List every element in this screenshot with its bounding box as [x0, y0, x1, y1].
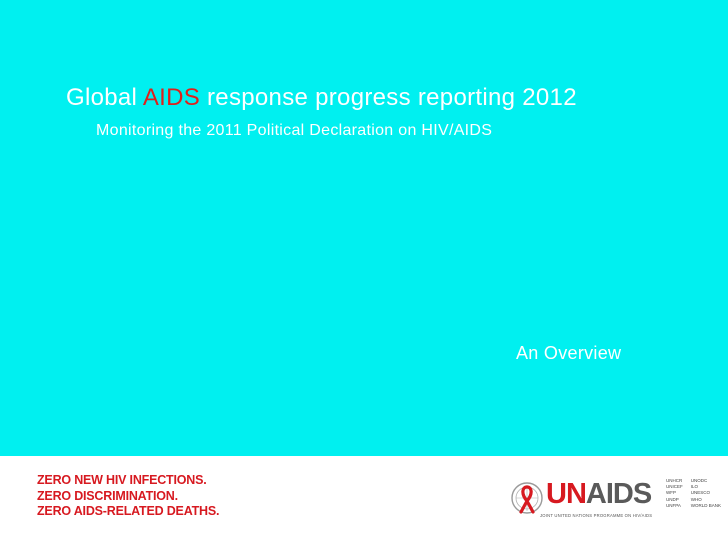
cosponsor-item: UNDP — [666, 496, 679, 502]
brand-un: UN — [546, 478, 587, 510]
footer-bar — [0, 456, 728, 546]
brand-name: UNAIDS — [546, 478, 652, 510]
cosponsor-item: UNODC — [690, 478, 708, 483]
slogan-line: ZERO NEW HIV INFECTIONS. — [37, 473, 207, 487]
overview-label: An Overview — [516, 343, 622, 363]
slogan-line: ZERO AIDS-RELATED DEATHS. — [37, 504, 220, 518]
cosponsor-item: WORLD BANK — [690, 502, 722, 508]
cosponsors-column: UNHCR UNICEF WFP UNDP UNFPA — [666, 478, 683, 509]
cosponsor-item: WFP — [666, 490, 676, 496]
title-accent: AIDS — [142, 84, 201, 111]
slide-title: Global AIDS response progress reporting … — [66, 84, 577, 112]
brand-aids: AIDS — [585, 478, 652, 510]
slide-subtitle: Monitoring the 2011 Political Declaratio… — [96, 122, 493, 139]
cosponsor-item: ILO — [690, 484, 699, 490]
red-ribbon-icon — [511, 482, 543, 514]
cosponsor-item: UNFPA — [666, 502, 681, 508]
slogan: ZERO NEW HIV INFECTIONS. ZERO DISCRIMINA… — [37, 473, 219, 520]
cosponsor-item: UNICEF — [666, 484, 683, 490]
cosponsor-item: UNESCO — [690, 490, 711, 496]
title-prefix: Global — [66, 84, 143, 111]
cosponsor-item: WHO — [690, 496, 702, 502]
cosponsors-column: UNODC ILO UNESCO WHO WORLD BANK — [691, 478, 721, 509]
slide-area: Global AIDS response progress reporting … — [0, 0, 728, 456]
brand-tagline: JOINT UNITED NATIONS PROGRAMME ON HIV/AI… — [540, 513, 653, 518]
cosponsor-item: UNHCR — [666, 478, 683, 483]
title-suffix: response progress reporting 2012 — [200, 84, 577, 111]
unaids-logo: UNAIDS JOINT UNITED NATIONS PROGRAMME ON… — [510, 475, 670, 525]
slogan-line: ZERO DISCRIMINATION. — [37, 488, 178, 503]
cosponsors-list: UNHCR UNICEF WFP UNDP UNFPA UNODC ILO UN… — [666, 478, 721, 509]
